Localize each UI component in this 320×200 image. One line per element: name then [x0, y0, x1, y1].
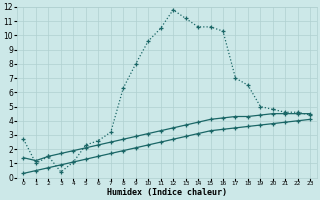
X-axis label: Humidex (Indice chaleur): Humidex (Indice chaleur): [107, 188, 227, 197]
